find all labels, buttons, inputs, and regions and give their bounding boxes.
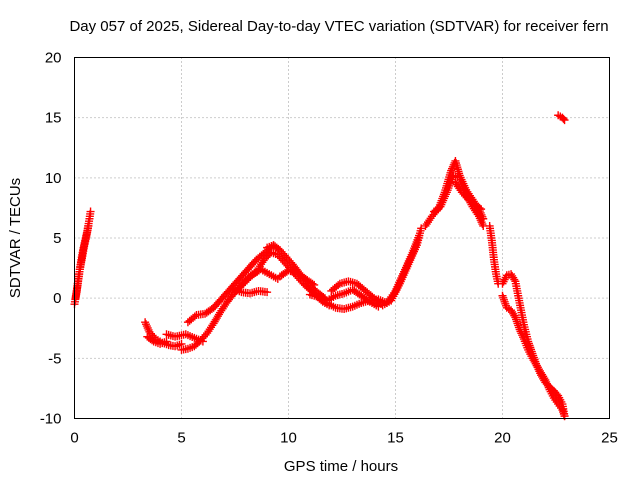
grid-lines — [74, 57, 610, 419]
series-track-g — [183, 241, 278, 327]
data-point — [141, 320, 150, 329]
data-point — [86, 207, 95, 216]
data-point — [477, 218, 486, 227]
data-point — [241, 278, 250, 287]
y-tick-label: 5 — [53, 230, 61, 247]
data-point — [510, 311, 519, 320]
x-tick-label: 0 — [70, 430, 78, 447]
data-point — [310, 280, 319, 289]
data-point — [308, 279, 317, 288]
data-point — [515, 325, 524, 334]
x-tick-label: 10 — [280, 430, 297, 447]
x-axis-label: GPS time / hours — [284, 458, 398, 475]
series-track-s — [485, 221, 503, 288]
data-point — [244, 274, 253, 283]
x-tick-label: 5 — [177, 430, 185, 447]
data-point — [540, 374, 549, 383]
data-point — [560, 116, 569, 125]
x-tick-label: 25 — [601, 430, 618, 447]
x-tick-label: 15 — [387, 430, 404, 447]
data-point — [237, 281, 246, 290]
series-track-r — [451, 178, 486, 214]
data-point — [84, 221, 93, 230]
y-tick-labels: -10 -5 0 5 10 15 20 — [40, 50, 62, 428]
data-point — [478, 220, 487, 229]
series-track-t — [498, 270, 569, 421]
data-point — [475, 203, 484, 212]
data-point — [543, 381, 552, 390]
data-point — [447, 166, 456, 175]
y-tick-label: 10 — [45, 170, 62, 187]
data-point — [242, 276, 251, 285]
x-tick-label: 20 — [494, 430, 511, 447]
series-track-n — [327, 224, 426, 310]
data-point — [143, 324, 152, 333]
data-point — [474, 212, 483, 221]
data-point — [559, 114, 568, 123]
data-point — [476, 216, 485, 225]
series-track-k — [275, 266, 319, 289]
data-point — [263, 288, 272, 297]
data-point — [510, 275, 519, 284]
data-point — [516, 327, 525, 336]
data-point — [374, 302, 383, 311]
series-track-l — [228, 284, 272, 298]
data-point — [141, 318, 150, 327]
data-point — [190, 312, 199, 321]
data-point — [518, 331, 527, 340]
data-points — [70, 111, 569, 421]
data-point — [542, 377, 551, 386]
series-track-o — [305, 285, 383, 311]
data-point — [541, 375, 550, 384]
data-point — [477, 205, 486, 214]
chart-title: Day 057 of 2025, Sidereal Day-to-day VTE… — [69, 18, 608, 35]
data-point — [239, 279, 248, 288]
data-point — [517, 329, 526, 338]
series-track-p — [421, 156, 488, 230]
series-track-u — [498, 291, 569, 421]
series-track-v — [554, 111, 569, 125]
data-point — [543, 379, 552, 388]
plot-frame — [74, 57, 610, 419]
series-track-b — [71, 221, 93, 303]
data-point — [544, 383, 553, 392]
data-point — [162, 337, 171, 346]
data-point — [142, 322, 151, 331]
data-point — [475, 214, 484, 223]
x-tick-labels: 0 5 10 15 20 25 — [70, 430, 618, 447]
y-tick-label: -5 — [48, 350, 61, 367]
data-point — [519, 333, 528, 342]
y-tick-label: 0 — [53, 290, 61, 307]
series-track-m — [323, 231, 424, 313]
y-tick-label: 20 — [45, 50, 62, 67]
y-tick-label: -10 — [40, 411, 62, 428]
data-point — [417, 224, 426, 233]
series-track-d — [143, 332, 171, 348]
y-tick-label: 15 — [45, 110, 62, 127]
y-axis-label: SDTVAR / TECUs — [7, 178, 24, 298]
